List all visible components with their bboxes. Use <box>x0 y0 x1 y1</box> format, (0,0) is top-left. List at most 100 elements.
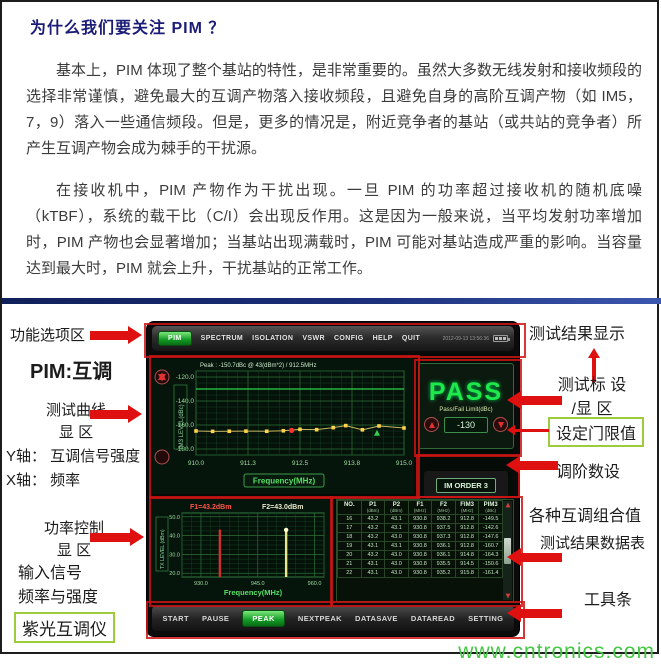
menu-items: PIM SPECTRUM ISOLATION VSWR CONFIG HELP QUIT <box>158 331 420 346</box>
limit-label: Pass/Fail Limit(dBc) <box>439 406 493 413</box>
menu-item-spectrum[interactable]: SPECTRUM <box>200 335 244 342</box>
limit-control-row: -130 <box>424 416 508 433</box>
label-x-axis: X轴： 频率 <box>6 472 81 489</box>
table-header-no: NO. <box>337 500 362 515</box>
label-set-threshold: 设定门限值 <box>548 417 645 447</box>
tx-chart-canvas: 930.0 945.0 960.0 50.0 40.0 30.0 20.0 F1=43.2dB… <box>152 499 332 602</box>
svg-text:915.0: 915.0 <box>396 460 413 467</box>
pass-fail-panel: PASS Pass/Fail Limit(dBc) -130 <box>418 363 514 449</box>
label-y-axis: Y轴： 互调信号强度 <box>6 448 141 465</box>
svg-text:960.0: 960.0 <box>308 581 322 587</box>
svg-text:Frequency(MHz): Frequency(MHz) <box>224 588 283 597</box>
toolbar-item-nextpeak[interactable]: NEXTPEAK <box>297 614 342 623</box>
menu-item-quit[interactable]: QUIT <box>401 335 421 342</box>
menu-item-isolation[interactable]: ISOLATION <box>252 335 294 342</box>
svg-text:20.0: 20.0 <box>169 571 180 577</box>
menu-item-help[interactable]: HELP <box>372 335 393 342</box>
scroll-down-icon[interactable] <box>505 593 510 599</box>
toolbar-item-peak[interactable]: PEAK <box>242 610 285 627</box>
menu-item-vswr[interactable]: VSWR <box>302 335 325 342</box>
label-function-menu-area: 功能选项区 <box>10 327 86 344</box>
svg-text:IM3 LEVEL(dBc): IM3 LEVEL(dBc) <box>179 404 185 449</box>
svg-text:930.0: 930.0 <box>194 581 208 587</box>
svg-text:Frequency(MHz): Frequency(MHz) <box>253 477 316 486</box>
label-toolbar: 工具条 <box>584 592 633 609</box>
arrow-to-limit-icon <box>507 425 549 435</box>
triangle-up-icon <box>428 421 435 428</box>
section-divider <box>2 298 661 304</box>
label-order-setting: 调阶数设 <box>556 464 621 481</box>
svg-text:F1=43.2dBm: F1=43.2dBm <box>190 504 231 511</box>
page-title: 为什么我们要关注 PIM ？ <box>30 20 226 37</box>
im-order-value[interactable]: IM ORDER 3 <box>436 477 496 493</box>
arrow-to-curve-icon <box>90 405 142 423</box>
tx-power-chart: 930.0 945.0 960.0 50.0 40.0 30.0 20.0 F1=43.2dB… <box>152 499 332 602</box>
table-header-fim3: FIM3 (MHz) <box>454 500 480 515</box>
battery-icon <box>493 335 510 342</box>
bottom-toolbar: START PAUSE PEAK NEXTPEAK DATASAVE DATAREAD SE… <box>152 606 514 631</box>
arrow-to-toolbar-icon <box>507 604 562 622</box>
instrument-display: 910.0 911.3 912.5 913.8 915.0 -120.0 -140.0 -16… <box>152 353 514 602</box>
label-result-table: 测试结果数据表 <box>540 535 646 552</box>
label-input-signal: 输入信号 频率与强度 <box>18 565 99 606</box>
svg-text:-120.0: -120.0 <box>176 374 195 381</box>
label-test-standard-area: 测试标 设 /显 区 <box>557 377 627 418</box>
menu-item-config[interactable]: CONFIG <box>333 335 364 342</box>
table-row: 21 43.1 43.0 930.8 935.5 914.5 -150.6 <box>337 559 503 569</box>
table-row: 17 43.2 43.1 930.8 937.5 912.8 -142.6 <box>337 523 503 533</box>
arrow-to-pass-icon <box>507 391 562 409</box>
label-device-name: 紫光互调仪 <box>14 612 115 643</box>
arrow-to-txpower-icon <box>90 528 144 546</box>
svg-text:50.0: 50.0 <box>169 515 180 521</box>
toolbar-item-start[interactable]: START <box>162 614 189 623</box>
pim-chart-canvas: 910.0 911.3 912.5 913.8 915.0 -120.0 -140.0 -16… <box>152 359 414 494</box>
paragraph-2: 在接收机中，PIM 产物作为干扰出现。一旦 PIM 的功率超过接收机的随机底噪（… <box>26 182 642 277</box>
label-pim-meaning: PIM:互调 <box>30 361 113 383</box>
svg-text:Peak : -150.7dBc @ 43(dBm*2) /: Peak : -150.7dBc @ 43(dBm*2) / 912.5MHz <box>200 363 316 369</box>
label-power-control-area: 功率控制 显 区 <box>43 520 104 559</box>
limit-down-button[interactable] <box>493 417 508 432</box>
body-text: 基本上，PIM 体现了整个基站的特性，是非常重要的。虽然大多数无线发射和接收频段… <box>26 58 642 298</box>
limit-up-button[interactable] <box>424 417 439 432</box>
svg-text:30.0: 30.0 <box>169 552 180 558</box>
pim-level-chart: 910.0 911.3 912.5 913.8 915.0 -120.0 -140.0 -16… <box>152 359 414 494</box>
site-watermark: www.cntronics.com <box>458 640 655 663</box>
svg-text:911.3: 911.3 <box>240 460 256 467</box>
table-header-p2: P2 (dBm) <box>384 500 409 515</box>
im-order-panel: IM ORDER 3 <box>424 471 508 499</box>
toolbar-item-setting[interactable]: SETTING <box>468 614 504 623</box>
table-header-f2: F2 (MHz) <box>431 500 456 515</box>
limit-value-field[interactable]: -130 <box>444 416 488 433</box>
svg-text:945.0: 945.0 <box>251 581 265 587</box>
function-menu-bar: PIM SPECTRUM ISOLATION VSWR CONFIG HELP QUIT 2… <box>152 326 514 351</box>
svg-text:TX LEVEL (dBm): TX LEVEL (dBm) <box>160 529 166 569</box>
toolbar-item-pause[interactable]: PAUSE <box>202 614 230 623</box>
table-row: 20 43.2 43.0 930.8 936.1 914.8 -164.3 <box>337 550 503 560</box>
table-header-f1: F1 (MHz) <box>407 500 433 515</box>
svg-text:-160.0: -160.0 <box>176 422 195 429</box>
table-row: 22 43.1 43.0 930.8 935.2 915.8 -161.4 <box>337 568 503 578</box>
result-data-table: NO. P1 (dBm) P2 (dBm) F1 (MHz) F2 (MHz) FIM3 (MHz… <box>336 499 514 602</box>
arrow-to-order-icon <box>506 456 558 474</box>
arrow-to-menu-icon <box>90 326 142 344</box>
svg-text:910.0: 910.0 <box>188 460 205 467</box>
measurement-table: NO. P1 (dBm) P2 (dBm) F1 (MHz) F2 (MHz) FIM3 (MHz… <box>337 500 503 578</box>
menu-right-cluster: 2012-09-13 13:56:36 <box>443 335 510 342</box>
table-row: 18 43.2 43.0 930.8 937.3 912.8 -147.6 <box>337 532 503 542</box>
table-header-p1: P1 (dBm) <box>360 500 386 515</box>
svg-text:913.8: 913.8 <box>344 460 361 467</box>
svg-text:-140.0: -140.0 <box>176 398 195 405</box>
toolbar-item-dataread[interactable]: DATAREAD <box>410 614 456 623</box>
toolbar-item-datasave[interactable]: DATASAVE <box>355 614 398 623</box>
arrow-to-datetime-icon <box>588 348 600 382</box>
pim-analyzer-screenshot: PIM SPECTRUM ISOLATION VSWR CONFIG HELP QUIT 2… <box>147 322 519 636</box>
table-row: 16 43.2 43.1 930.8 938.2 912.8 -149.5 <box>337 514 503 524</box>
triangle-down-icon <box>497 421 504 428</box>
svg-text:40.0: 40.0 <box>169 534 180 540</box>
paragraph-1: 基本上，PIM 体现了整个基站的特性，是非常重要的。虽然大多数无线发射和接收频段… <box>26 62 642 157</box>
menu-item-pim[interactable]: PIM <box>158 331 192 346</box>
scroll-up-icon[interactable] <box>505 502 510 508</box>
pass-status: PASS <box>428 377 504 406</box>
svg-text:-180.0: -180.0 <box>176 446 195 453</box>
